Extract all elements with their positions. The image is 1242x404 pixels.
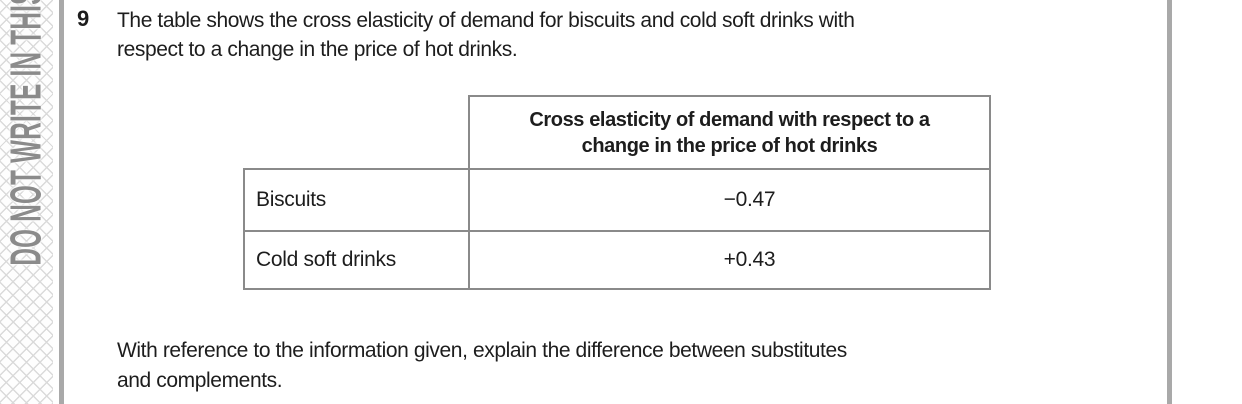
elasticity-table: Cross elasticity of demand with respect … [243,95,991,290]
table-blank-corner [244,96,469,169]
question-prompt: With reference to the information given,… [117,336,847,396]
row-label-biscuits: Biscuits [243,168,470,232]
question-intro-line-1: The table shows the cross elasticity of … [117,9,855,32]
table-header-line-2: change in the price of hot drinks [581,134,878,157]
table-header-line-1: Cross elasticity of demand with respect … [529,108,930,131]
row-value-cold-soft-drinks: +0.43 [468,230,991,290]
table-row: Biscuits −0.47 [243,168,991,232]
table-header-cell: Cross elasticity of demand with respect … [468,95,991,170]
question-intro-line-2: respect to a change in the price of hot … [117,38,518,61]
question-prompt-line-1: With reference to the information given,… [117,339,847,362]
do-not-write-hatch-strip [0,0,53,404]
row-value-biscuits: −0.47 [468,168,991,232]
question-prompt-line-2: and complements. [117,369,283,392]
question-intro: The table shows the cross elasticity of … [117,6,855,64]
row-label-cold-soft-drinks: Cold soft drinks [243,230,470,290]
table-row: Cold soft drinks +0.43 [243,230,991,290]
question-number: 9 [77,6,89,31]
right-margin-rule [1167,0,1172,404]
left-margin-rule [59,0,64,404]
